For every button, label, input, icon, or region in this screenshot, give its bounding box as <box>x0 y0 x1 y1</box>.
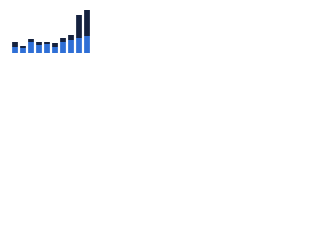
bar <box>76 15 82 38</box>
bar <box>36 42 42 45</box>
bar <box>28 42 34 53</box>
bar <box>20 48 26 53</box>
chart <box>12 10 90 53</box>
bar <box>28 39 34 42</box>
bar <box>84 10 90 36</box>
bar <box>84 36 90 53</box>
page: {"chart_data": {"type": "bar", "stacked"… <box>0 0 100 71</box>
bar <box>36 45 42 53</box>
bar <box>44 44 50 53</box>
bar <box>12 47 18 53</box>
bar <box>76 38 82 53</box>
bar <box>44 42 50 44</box>
bar <box>60 38 66 42</box>
bar <box>12 42 18 47</box>
bar <box>68 40 74 53</box>
bar <box>52 47 58 53</box>
bar <box>68 35 74 40</box>
bar <box>20 46 26 48</box>
bar <box>60 42 66 53</box>
bar <box>52 43 58 47</box>
